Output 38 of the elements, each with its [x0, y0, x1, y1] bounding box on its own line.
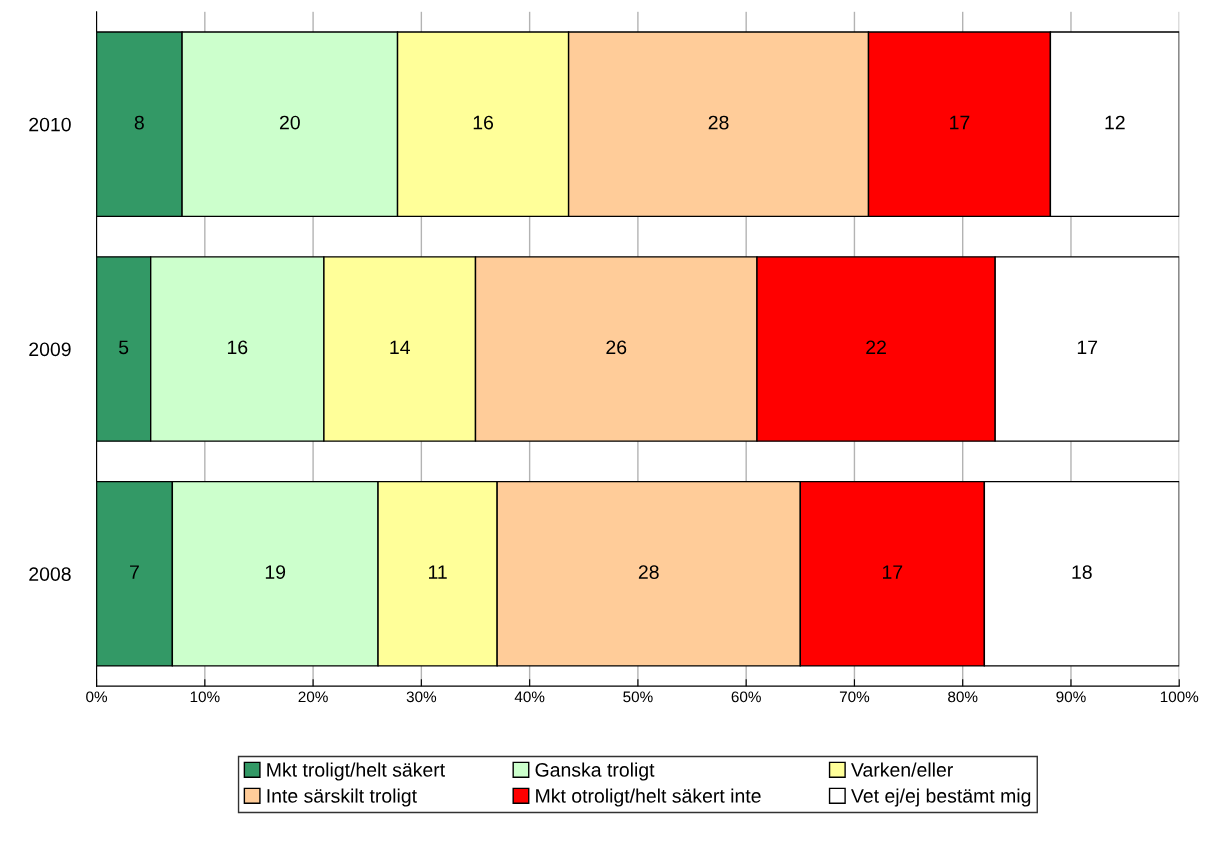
legend-label: Mkt troligt/helt säkert — [267, 762, 445, 781]
data-label: 26 — [606, 340, 627, 355]
y-tick-label: 2008 — [29, 567, 71, 581]
data-label: 16 — [227, 340, 248, 355]
x-tick-label: 40% — [514, 691, 545, 703]
x-tick-label: 100% — [1160, 691, 1199, 703]
data-label: 18 — [1072, 565, 1092, 579]
x-tick-label: 30% — [406, 691, 437, 703]
data-label: 17 — [883, 565, 903, 579]
legend-label: Vet ej/ej bestämt mig — [851, 788, 1031, 807]
data-label: 5 — [119, 340, 129, 355]
data-label: 28 — [638, 565, 659, 579]
x-tick-label: 90% — [1056, 691, 1086, 703]
y-tick-label: 2009 — [29, 342, 71, 357]
data-label: 28 — [708, 115, 729, 130]
data-label: 22 — [866, 340, 886, 355]
legend-label: Inte särskilt troligt — [267, 788, 417, 807]
data-label: 14 — [390, 340, 410, 355]
data-label: 16 — [473, 115, 494, 130]
data-label: 7 — [130, 565, 139, 579]
x-tick-label: 10% — [190, 691, 220, 703]
data-label: 19 — [265, 565, 286, 579]
data-label: 11 — [428, 565, 447, 579]
x-tick-label: 70% — [839, 691, 870, 703]
data-label: 17 — [950, 115, 970, 130]
y-tick-label: 2010 — [29, 117, 71, 132]
legend-label: Varken/eller — [851, 762, 953, 777]
x-tick-label: 60% — [731, 691, 761, 703]
legend-label: Mkt otroligt/helt säkert inte — [536, 788, 761, 807]
data-label: 17 — [1077, 340, 1098, 355]
x-tick-label: 50% — [623, 691, 653, 703]
data-label: 20 — [279, 115, 300, 130]
data-label: 8 — [134, 115, 144, 130]
x-tick-label: 0% — [86, 691, 108, 703]
x-tick-label: 80% — [948, 691, 978, 703]
legend-label: Ganska troligt — [535, 762, 655, 781]
data-label: 12 — [1105, 115, 1125, 130]
x-tick-label: 20% — [298, 691, 328, 703]
